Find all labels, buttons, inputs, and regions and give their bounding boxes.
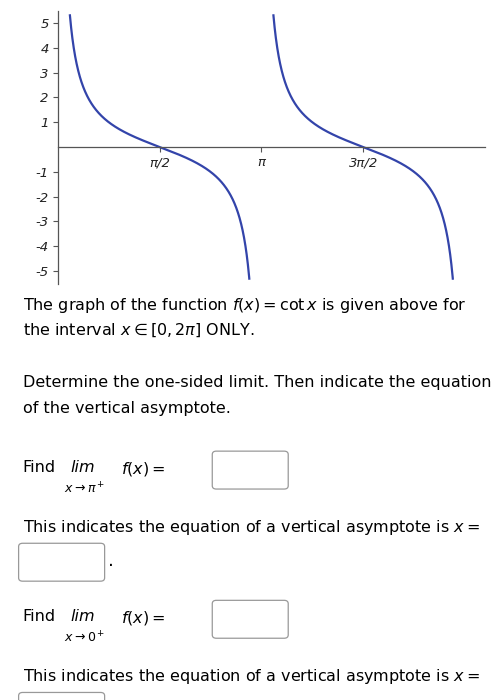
FancyBboxPatch shape (212, 451, 288, 489)
Text: of the vertical asymptote.: of the vertical asymptote. (23, 400, 230, 416)
Text: .: . (108, 551, 114, 570)
FancyBboxPatch shape (19, 543, 105, 581)
Text: $x{\to}\pi^+$: $x{\to}\pi^+$ (64, 482, 105, 496)
Text: Determine the one-sided limit. Then indicate the equation: Determine the one-sided limit. Then indi… (23, 374, 491, 390)
Text: Find: Find (23, 609, 56, 624)
FancyBboxPatch shape (212, 601, 288, 638)
Text: lim: lim (70, 460, 95, 475)
Text: The graph of the function $f(x) = \cot x$ is given above for: The graph of the function $f(x) = \cot x… (23, 296, 466, 315)
Text: This indicates the equation of a vertical asymptote is $x =$: This indicates the equation of a vertica… (23, 667, 480, 686)
Text: This indicates the equation of a vertical asymptote is $x =$: This indicates the equation of a vertica… (23, 518, 480, 537)
Text: $f(x) =$: $f(x) =$ (121, 460, 165, 477)
FancyBboxPatch shape (19, 692, 105, 700)
Text: Find: Find (23, 460, 56, 475)
Text: $x{\to}0^+$: $x{\to}0^+$ (64, 631, 105, 646)
Text: $f(x) =$: $f(x) =$ (121, 609, 165, 627)
Text: the interval $x \in [0, 2\pi]$ ONLY.: the interval $x \in [0, 2\pi]$ ONLY. (23, 322, 254, 340)
Text: lim: lim (70, 609, 95, 624)
